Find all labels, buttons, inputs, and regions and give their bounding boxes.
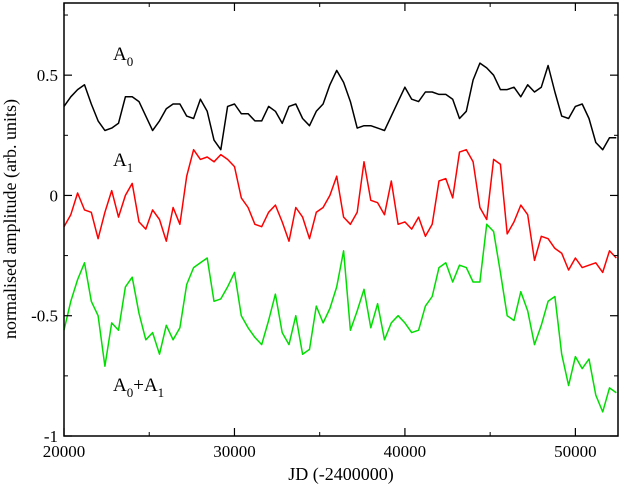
x-tick-label: 30000 — [213, 442, 256, 461]
x-tick-label: 20000 — [43, 442, 86, 461]
x-tick-label: 50000 — [554, 442, 597, 461]
series-label-a1: A1 — [113, 150, 133, 175]
y-tick-label: -0.5 — [31, 307, 58, 326]
series-line-a0-a1 — [63, 223, 617, 413]
series-label-a0: A0 — [113, 44, 133, 69]
y-axis-title: normalised amplitude (arb. units) — [0, 99, 21, 339]
plot-frame — [63, 2, 619, 437]
x-axis-title: JD (-2400000) — [288, 464, 394, 485]
y-tick-label: 0.5 — [37, 66, 58, 85]
y-tick-label: -1 — [44, 427, 58, 446]
plot-area — [63, 62, 617, 413]
x-tick-label: 40000 — [384, 442, 427, 461]
series-label-a0-plus-a1: A0+A1 — [113, 375, 164, 400]
x-axis: 20000 30000 40000 50000 — [43, 3, 597, 461]
series-line-a0 — [63, 62, 617, 151]
y-tick-label: 0 — [50, 186, 59, 205]
series-line-a1 — [63, 148, 617, 274]
y-axis: -1 -0.5 0 0.5 — [31, 14, 618, 446]
